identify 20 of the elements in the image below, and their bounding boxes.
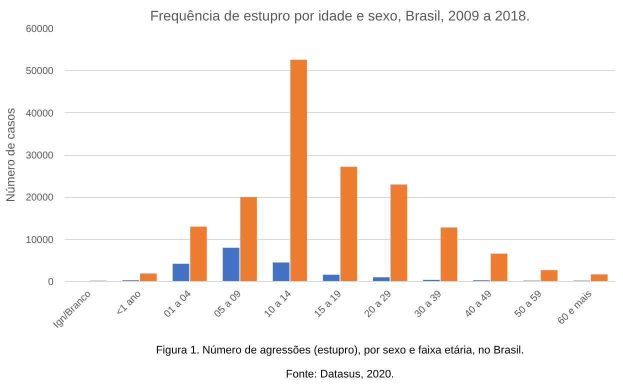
y-tick-label: 60000 <box>26 24 54 35</box>
x-tick-label: 15 a 19 <box>312 288 344 320</box>
x-tick-label: 30 a 39 <box>412 288 444 320</box>
x-tick-label: 20 a 29 <box>362 288 394 320</box>
text: Figura 1. Número de agressões (estupro), por sexo e faixa etária, no Brasil. <box>156 344 524 356</box>
y-tick-label: 50000 <box>26 66 54 78</box>
y-tick-label: 0 <box>48 277 54 288</box>
x-tick-label: 50 a 59 <box>512 288 545 320</box>
x-tick-label: <1 ano <box>114 288 144 318</box>
y-tick-label: 10000 <box>26 234 54 246</box>
x-tick-label: 40 a 49 <box>462 288 494 320</box>
x-tick-label: 10 a 14 <box>262 288 294 320</box>
y-tick-label: 20000 <box>26 192 54 204</box>
y-tick-label: 40000 <box>26 108 54 120</box>
source-note: Fonte: Datasus, 2020. <box>286 368 394 380</box>
chart-title: Frequência de estupro por idade e sexo, Brasil, 2009 a 2018. <box>150 8 530 24</box>
x-tick-label: 05 a 09 <box>212 288 244 320</box>
y-tick-label: 30000 <box>26 150 54 162</box>
y-axis-title: Número de casos <box>4 108 18 202</box>
x-tick-label: 01 a 04 <box>162 288 194 320</box>
